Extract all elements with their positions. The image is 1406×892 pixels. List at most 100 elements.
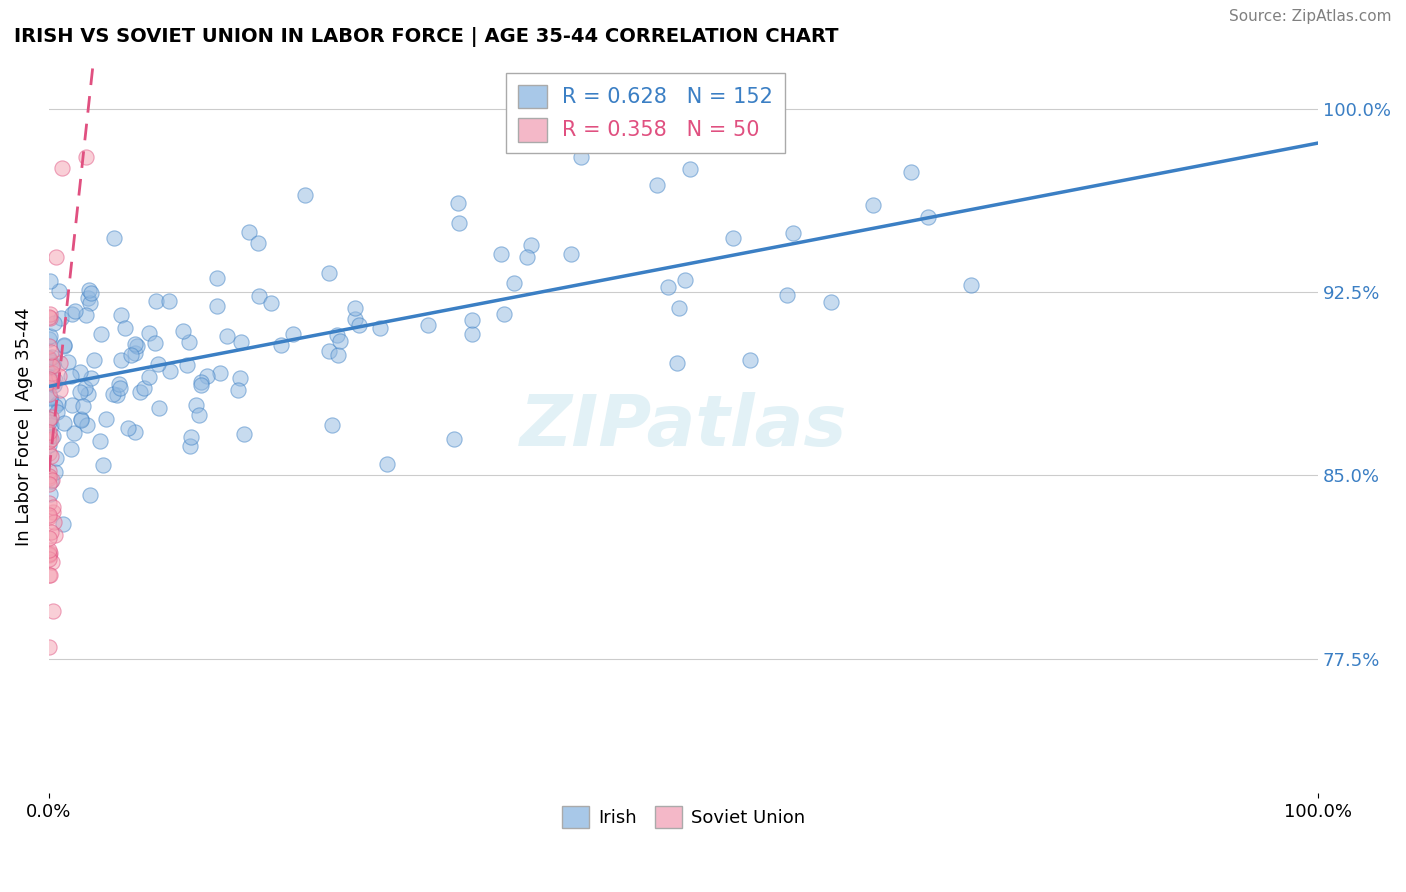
Irish [48,284,70,298]
Irish [443,432,465,446]
Soviet Union [41,524,63,539]
Soviet Union [41,359,63,373]
Soviet Union [48,369,70,384]
Irish [145,293,167,308]
Irish [645,178,668,192]
Irish [329,334,352,348]
Irish [560,246,582,260]
Irish [238,226,260,240]
Soviet Union [38,551,60,566]
Irish [494,307,516,321]
Soviet Union [38,434,60,449]
Irish [368,320,391,334]
Irish [90,327,112,342]
Irish [110,308,132,322]
Soviet Union [38,477,60,491]
Irish [344,312,367,326]
Soviet Union [38,568,60,582]
Irish [721,231,744,245]
Irish [39,355,62,369]
Irish [105,388,128,402]
Irish [231,335,253,350]
Irish [75,309,97,323]
Irish [318,266,340,280]
Irish [375,457,398,471]
Irish [44,399,66,413]
Irish [77,283,100,297]
Irish [205,270,228,285]
Irish [52,517,75,532]
Soviet Union [38,339,60,353]
Irish [44,317,66,331]
Irish [89,434,111,448]
Irish [124,425,146,440]
Soviet Union [42,500,65,515]
Irish [69,365,91,379]
Soviet Union [38,568,60,582]
Irish [38,412,60,426]
Soviet Union [38,425,60,439]
Legend: Irish, Soviet Union: Irish, Soviet Union [555,799,813,836]
Irish [52,416,75,430]
Irish [447,195,470,210]
Irish [41,358,63,372]
Irish [94,412,117,426]
Irish [159,364,181,378]
Irish [79,296,101,310]
Irish [45,451,67,466]
Irish [326,348,349,362]
Soviet Union [38,376,60,390]
Irish [80,371,103,385]
Irish [101,387,124,401]
Irish [77,291,100,305]
Irish [46,395,69,409]
Irish [776,288,799,302]
Irish [516,250,538,264]
Soviet Union [38,387,60,401]
Irish [157,293,180,308]
Soviet Union [42,505,65,519]
Irish [190,375,212,389]
Irish [38,430,60,444]
Irish [917,210,939,224]
Irish [69,413,91,427]
Soviet Union [38,543,60,558]
Irish [80,285,103,300]
Irish [41,373,63,387]
Irish [260,295,283,310]
Irish [63,426,86,441]
Irish [42,358,65,372]
Irish [143,335,166,350]
Irish [270,338,292,352]
Text: ZIPatlas: ZIPatlas [520,392,848,461]
Irish [114,321,136,335]
Irish [69,385,91,400]
Irish [39,474,62,488]
Irish [38,351,60,365]
Soviet Union [41,604,63,618]
Irish [740,352,762,367]
Irish [107,377,129,392]
Irish [39,418,62,433]
Irish [38,329,60,343]
Soviet Union [51,161,73,175]
Irish [318,344,340,359]
Irish [247,235,270,250]
Irish [673,273,696,287]
Irish [46,404,69,418]
Irish [72,400,94,414]
Irish [76,418,98,433]
Irish [138,326,160,340]
Soviet Union [38,427,60,442]
Soviet Union [38,372,60,386]
Irish [226,383,249,397]
Irish [148,401,170,416]
Irish [179,439,201,453]
Irish [195,368,218,383]
Irish [900,165,922,179]
Irish [569,150,592,164]
Irish [461,327,484,342]
Irish [108,381,131,395]
Soviet Union [38,310,60,325]
Irish [344,301,367,316]
